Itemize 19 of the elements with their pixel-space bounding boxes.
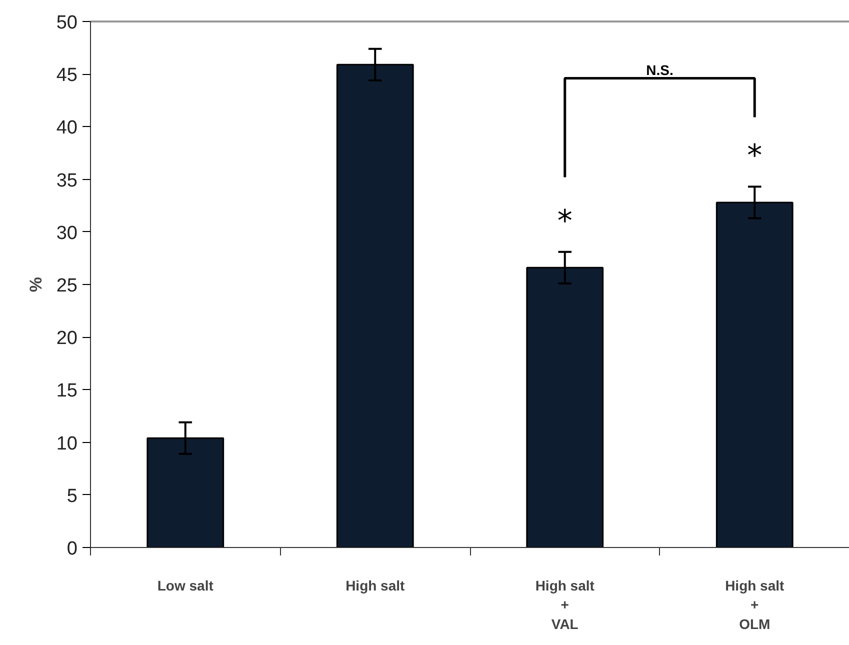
y-tick-label: 40 <box>56 118 78 139</box>
y-tick-label: 0 <box>66 538 78 560</box>
y-tick-label: 35 <box>56 170 78 192</box>
y-tick-label: 20 <box>56 328 78 350</box>
x-tick-label: High salt + VAL <box>535 578 595 632</box>
annotation: N.S. <box>646 62 674 78</box>
x-tick-label: Low salt <box>157 578 214 594</box>
y-tick-label: 45 <box>56 65 78 86</box>
annotation: * <box>557 204 572 239</box>
annotation: * <box>747 138 762 174</box>
y-tick-label: 5 <box>66 486 78 507</box>
y-tick-label: 15 <box>56 380 78 402</box>
y-tick-label: 10 <box>56 433 78 454</box>
y-tick-label: 50 <box>56 12 78 34</box>
y-axis-title: % <box>26 276 46 292</box>
y-tick-label: 25 <box>56 276 78 296</box>
x-tick-label: High salt <box>346 578 406 594</box>
y-tick-label: 30 <box>56 222 78 244</box>
x-tick-label: High salt + OLM <box>725 578 785 632</box>
